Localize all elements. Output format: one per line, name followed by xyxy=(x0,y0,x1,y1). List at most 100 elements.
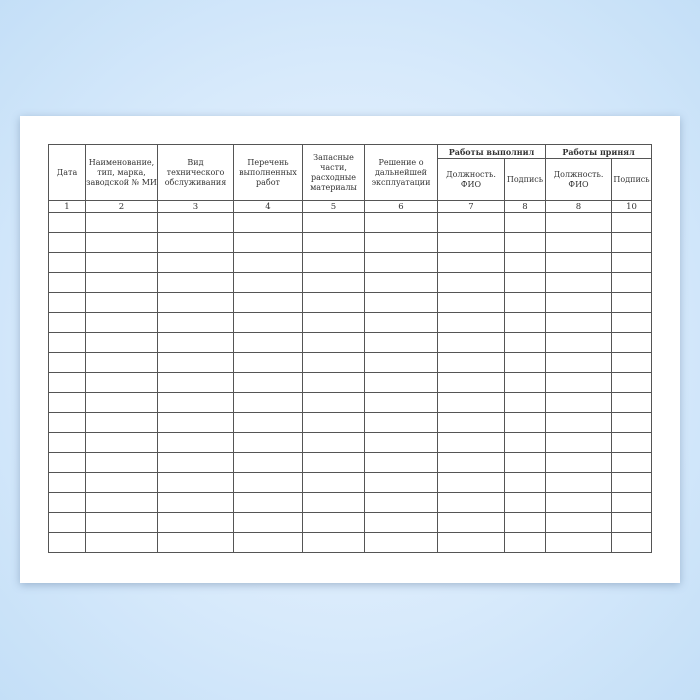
empty-cell xyxy=(85,232,158,253)
empty-cell xyxy=(233,252,303,273)
header-performed: Работы выполнил xyxy=(436,144,547,159)
empty-cell xyxy=(85,512,158,533)
table-row xyxy=(48,412,653,433)
empty-cell xyxy=(302,412,365,433)
empty-cell xyxy=(611,212,653,233)
empty-cell xyxy=(611,492,653,513)
empty-cell xyxy=(545,372,613,393)
empty-cell xyxy=(437,232,505,253)
empty-cell xyxy=(48,232,86,253)
column-number: 5 xyxy=(302,200,365,213)
empty-cell xyxy=(157,332,234,353)
empty-cell xyxy=(48,432,86,453)
empty-cell xyxy=(611,332,653,353)
empty-cell xyxy=(364,212,438,233)
empty-cell xyxy=(364,332,438,353)
empty-cell xyxy=(302,372,365,393)
empty-cell xyxy=(503,332,547,353)
table-row xyxy=(48,212,653,233)
empty-cell xyxy=(437,512,505,533)
empty-cell xyxy=(364,412,438,433)
header-parts: Запасные части, расходные материалы xyxy=(302,144,365,201)
empty-cell xyxy=(302,292,365,313)
empty-cell xyxy=(611,352,653,373)
empty-cell xyxy=(437,472,505,493)
table-row xyxy=(48,332,653,353)
empty-cell xyxy=(233,412,303,433)
table-row xyxy=(48,532,653,553)
empty-cell xyxy=(157,412,234,433)
table-row xyxy=(48,432,653,453)
empty-cell xyxy=(437,332,505,353)
empty-cell xyxy=(364,492,438,513)
header-name: Наименование, тип, марка, заводской № МИ xyxy=(85,144,158,201)
empty-cell xyxy=(157,452,234,473)
empty-cell xyxy=(48,272,86,293)
empty-cell xyxy=(48,212,86,233)
column-number: 10 xyxy=(611,200,653,213)
empty-cell xyxy=(545,432,613,453)
table-row xyxy=(48,232,653,253)
empty-cell xyxy=(503,212,547,233)
empty-cell xyxy=(364,432,438,453)
empty-cell xyxy=(437,292,505,313)
empty-cell xyxy=(364,292,438,313)
empty-cell xyxy=(302,212,365,233)
empty-cell xyxy=(545,252,613,273)
table-row xyxy=(48,512,653,533)
empty-cell xyxy=(364,352,438,373)
empty-cell xyxy=(48,372,86,393)
empty-cell xyxy=(437,392,505,413)
empty-cell xyxy=(611,512,653,533)
empty-cell xyxy=(611,412,653,433)
empty-cell xyxy=(611,312,653,333)
empty-cell xyxy=(364,452,438,473)
empty-cell xyxy=(364,252,438,273)
empty-cell xyxy=(48,492,86,513)
empty-cell xyxy=(364,272,438,293)
empty-cell xyxy=(233,332,303,353)
empty-cell xyxy=(545,212,613,233)
empty-cell xyxy=(85,412,158,433)
empty-cell xyxy=(545,332,613,353)
empty-cell xyxy=(48,532,86,553)
table-row xyxy=(48,472,653,493)
empty-cell xyxy=(157,432,234,453)
empty-cell xyxy=(545,532,613,553)
column-number: 8 xyxy=(545,200,613,213)
empty-cell xyxy=(233,432,303,453)
table-row xyxy=(48,272,653,293)
empty-cell xyxy=(302,272,365,293)
empty-cell xyxy=(503,372,547,393)
empty-cell xyxy=(85,272,158,293)
empty-cell xyxy=(85,212,158,233)
empty-cell xyxy=(364,472,438,493)
empty-cell xyxy=(48,412,86,433)
empty-cell xyxy=(437,272,505,293)
header-position-accepted: Должность. ФИО xyxy=(545,158,613,201)
empty-cell xyxy=(437,252,505,273)
empty-cell xyxy=(611,532,653,553)
empty-cell xyxy=(364,512,438,533)
header-sign-performed: Подпись xyxy=(503,158,547,201)
empty-cell xyxy=(302,472,365,493)
empty-cell xyxy=(611,252,653,273)
empty-cell xyxy=(233,212,303,233)
empty-cell xyxy=(233,472,303,493)
empty-cell xyxy=(611,272,653,293)
empty-cell xyxy=(85,252,158,273)
empty-cell xyxy=(503,312,547,333)
empty-cell xyxy=(233,512,303,533)
empty-cell xyxy=(302,512,365,533)
empty-cell xyxy=(157,252,234,273)
empty-cell xyxy=(302,392,365,413)
empty-cell xyxy=(302,232,365,253)
empty-cell xyxy=(48,312,86,333)
empty-cell xyxy=(503,452,547,473)
empty-cell xyxy=(545,232,613,253)
empty-cell xyxy=(364,312,438,333)
empty-cell xyxy=(233,312,303,333)
empty-cell xyxy=(545,292,613,313)
empty-cell xyxy=(503,292,547,313)
empty-cell xyxy=(85,432,158,453)
